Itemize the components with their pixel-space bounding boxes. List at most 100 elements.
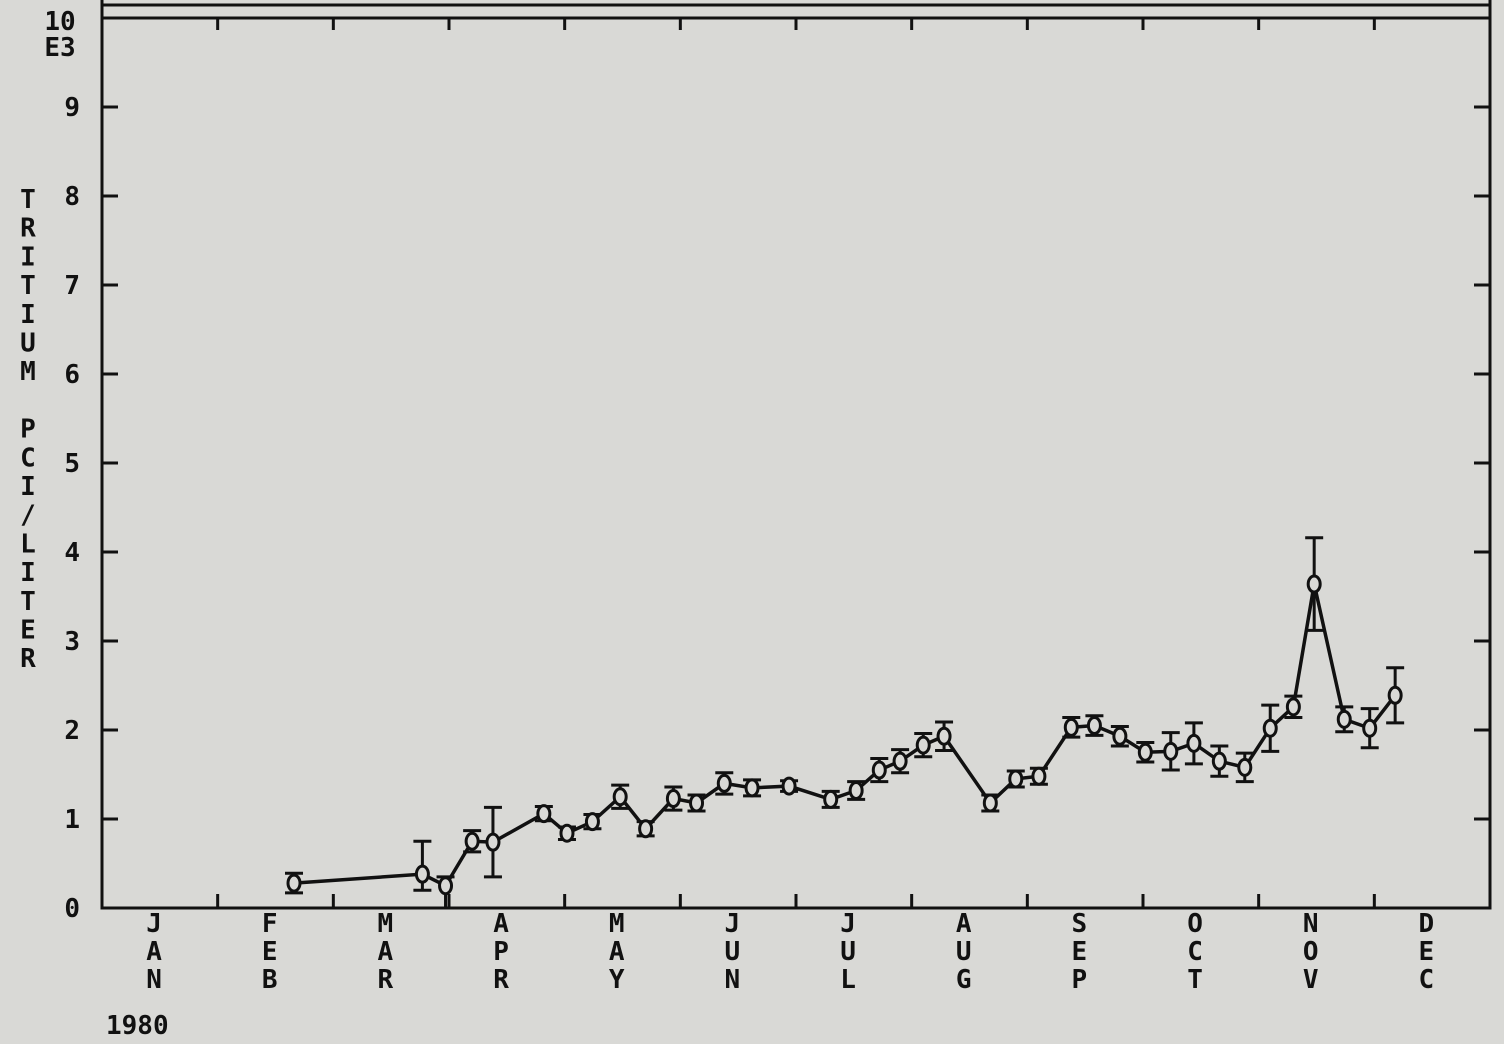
y-axis-title-char: T (20, 185, 36, 215)
y-axis-title-char: I (20, 300, 36, 330)
y-axis-title-char: R (20, 214, 36, 244)
x-tick-label-month: Y (609, 965, 625, 995)
x-tick-label-month: A (493, 909, 509, 939)
data-point-marker (665, 789, 681, 809)
y-axis-title-char: T (20, 271, 36, 301)
data-point-marker (438, 876, 454, 896)
data-point-marker (1063, 717, 1079, 737)
data-point-marker (848, 781, 864, 801)
y-multiplier-label: 10 (44, 7, 75, 37)
y-tick-label: 6 (64, 360, 80, 390)
data-point-marker (1262, 718, 1278, 738)
y-tick-label: 8 (64, 182, 80, 212)
data-point-marker (1336, 709, 1352, 729)
y-axis-title-char: T (20, 587, 36, 617)
y-axis-title-char: P (20, 415, 36, 445)
data-point-marker (584, 812, 600, 832)
x-tick-label-month: N (1303, 909, 1319, 939)
data-point-marker (689, 793, 705, 813)
y-axis-title-char: I (20, 472, 36, 502)
y-tick-label: 0 (64, 894, 80, 924)
data-point-marker (1387, 685, 1403, 705)
x-tick-label-month: F (262, 909, 278, 939)
data-point-marker (982, 793, 998, 813)
x-tick-label-month: E (1419, 937, 1435, 967)
x-tick-label-month: O (1187, 909, 1203, 939)
y-axis-title-char: / (20, 501, 36, 531)
x-tick-label-month: G (956, 965, 972, 995)
data-point-marker (612, 787, 628, 807)
x-tick-label-month: E (1072, 937, 1088, 967)
data-point-marker (414, 864, 430, 884)
x-tick-label-month: D (1419, 909, 1435, 939)
data-point-marker (871, 760, 887, 780)
y-axis-title-char: I (20, 242, 36, 272)
data-point-marker (1031, 766, 1047, 786)
data-point-marker (915, 735, 931, 755)
data-point-marker (638, 819, 654, 839)
x-tick-label-month: R (378, 965, 394, 995)
x-tick-label-month: A (378, 937, 394, 967)
data-point-marker (286, 873, 302, 893)
data-point-marker (892, 751, 908, 771)
x-tick-label-month: N (725, 965, 741, 995)
y-axis-title-char: E (20, 616, 36, 646)
data-point-marker (559, 823, 575, 843)
y-tick-label: 5 (64, 449, 80, 479)
x-tick-label-month: V (1303, 965, 1319, 995)
x-tick-label-month: U (840, 937, 856, 967)
data-point-marker (1086, 716, 1102, 736)
x-tick-label-month: R (493, 965, 509, 995)
x-tick-label-month: E (262, 937, 278, 967)
y-tick-label: 4 (64, 538, 80, 568)
x-tick-label-month: M (609, 909, 625, 939)
y-tick-label: 7 (64, 271, 80, 301)
y-tick-label: 9 (64, 93, 80, 123)
data-point-marker (1237, 757, 1253, 777)
x-tick-label-month: P (493, 937, 509, 967)
data-point-marker (823, 789, 839, 809)
y-tick-label: 2 (64, 716, 80, 746)
y-axis-title-char: U (20, 329, 36, 359)
x-tick-label-month: A (956, 909, 972, 939)
x-tick-label-month: A (146, 937, 162, 967)
x-tick-label-month: T (1187, 965, 1203, 995)
y-axis-title-char: I (20, 558, 36, 588)
data-point-marker (1306, 574, 1322, 594)
data-point-marker (1362, 718, 1378, 738)
x-tick-label-month: C (1419, 965, 1435, 995)
x-tick-label-month: S (1072, 909, 1088, 939)
y-tick-label: 1 (64, 805, 80, 835)
data-point-marker (1008, 769, 1024, 789)
y-tick-label: 3 (64, 627, 80, 657)
y-axis-title-char: L (20, 529, 36, 559)
data-point-marker (1211, 751, 1227, 771)
data-point-marker (1137, 742, 1153, 762)
x-tick-label-month: P (1072, 965, 1088, 995)
x-tick-label-month: M (378, 909, 394, 939)
data-point-marker (936, 726, 952, 746)
x-tick-label-month: N (146, 965, 162, 995)
data-point-marker (1112, 726, 1128, 746)
data-point-marker (781, 776, 797, 796)
x-tick-label-month: A (609, 937, 625, 967)
x-tick-label-month: B (262, 965, 278, 995)
y-axis-title-char: M (20, 357, 36, 387)
data-point-marker (1163, 741, 1179, 761)
x-tick-label-month: J (146, 909, 162, 939)
data-point-marker (744, 778, 760, 798)
x-tick-label-month: J (725, 909, 741, 939)
x-tick-label-month: J (840, 909, 856, 939)
y-axis-title-char: C (20, 443, 36, 473)
data-point-marker (716, 773, 732, 793)
x-tick-label-month: U (725, 937, 741, 967)
y-axis-title-char: R (20, 644, 36, 674)
data-point-marker (536, 804, 552, 824)
plot-frame (100, 16, 1492, 910)
x-tick-label-month: O (1303, 937, 1319, 967)
data-point-marker (1186, 733, 1202, 753)
series-line (293, 583, 1397, 889)
data-point-marker (1285, 697, 1301, 717)
x-tick-label-month: C (1187, 937, 1203, 967)
